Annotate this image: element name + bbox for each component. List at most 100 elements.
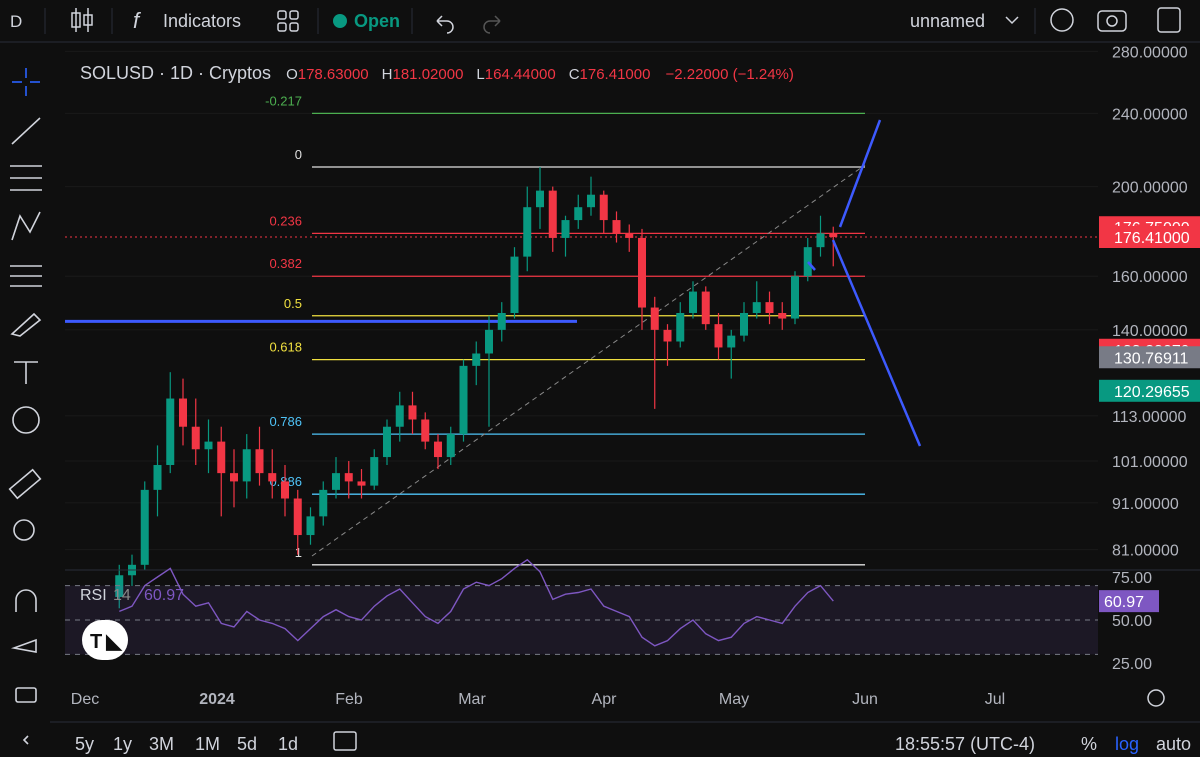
candle-body	[765, 302, 774, 314]
trendline-tool[interactable]	[11, 117, 41, 145]
candle-body	[536, 190, 544, 208]
price-label-bg	[1099, 379, 1200, 402]
candle-body	[510, 256, 519, 314]
settings-button[interactable]	[1147, 689, 1165, 707]
candle-body	[140, 489, 149, 565]
legend-high: 181.02000	[393, 66, 464, 83]
candle-body	[166, 398, 175, 466]
candle-body	[115, 575, 124, 597]
candle-body	[319, 489, 328, 517]
candle-body	[778, 313, 787, 319]
snapshot-button[interactable]	[1097, 10, 1127, 32]
prediction-tool[interactable]	[10, 265, 42, 287]
candle-body	[370, 457, 379, 486]
candle-body	[472, 353, 481, 366]
candle-body	[255, 449, 264, 474]
auto-button[interactable]: auto	[1156, 734, 1191, 754]
undo-button[interactable]	[436, 15, 454, 34]
y-tick-label: 101.00000	[1112, 454, 1188, 471]
candle-body	[625, 233, 634, 238]
candle-body	[574, 207, 583, 221]
candle-body	[816, 233, 825, 248]
log-button[interactable]: log	[1115, 734, 1139, 754]
layout-dropdown[interactable]	[1005, 16, 1019, 25]
text-tool[interactable]	[14, 361, 38, 384]
time-label: 2024	[199, 691, 235, 708]
collapse-button[interactable]	[22, 735, 29, 745]
symbol-button[interactable]: D	[10, 12, 22, 31]
candle-body	[357, 481, 366, 486]
candle-body	[434, 441, 442, 458]
tv-logo-mark: T ◣	[90, 631, 123, 653]
candle-body	[599, 194, 608, 221]
candle-body	[689, 291, 697, 314]
candle-body	[408, 405, 417, 420]
time-label: Feb	[335, 691, 363, 708]
indicators-button[interactable]: Indicators	[163, 11, 241, 31]
candle-body	[242, 449, 251, 482]
fib-tool[interactable]	[10, 165, 42, 191]
price-label: 176.41000	[1114, 230, 1190, 247]
candle-body	[701, 291, 710, 325]
redo-button[interactable]	[483, 15, 501, 34]
legend-close: 176.41000	[580, 66, 651, 83]
fib-trendline	[311, 164, 866, 557]
lock-tool[interactable]	[15, 687, 37, 703]
legend-high-label: H	[382, 66, 393, 83]
indicators-icon[interactable]: f	[133, 8, 142, 33]
status-dot	[333, 14, 347, 28]
y-tick-label: 91.00000	[1112, 496, 1179, 513]
candle-body	[191, 426, 200, 450]
price-label-bg	[1099, 346, 1200, 369]
y-tick-label: 200.00000	[1112, 180, 1188, 197]
rsi-tick-label: 75.00	[1112, 570, 1152, 587]
y-tick-label: 280.00000	[1112, 44, 1188, 61]
candle-body	[344, 473, 353, 482]
time-axis: Dec 2024 Feb Mar Apr May Jun Jul	[71, 691, 1005, 708]
layouts-icon[interactable]	[277, 10, 299, 32]
time-label: May	[719, 691, 749, 708]
layout-name[interactable]: unnamed	[910, 11, 985, 31]
candle-body	[523, 207, 532, 257]
time-label: Dec	[71, 691, 99, 708]
legend-change: −2.22000 (−1.24%)	[665, 66, 793, 83]
draw-mode-tool[interactable]	[10, 638, 37, 653]
emoji-tool[interactable]	[12, 406, 40, 434]
alert-button[interactable]	[1050, 8, 1074, 32]
range-button[interactable]: 3M	[149, 734, 174, 754]
date-range-button[interactable]	[333, 731, 357, 751]
percent-button[interactable]: %	[1081, 734, 1097, 754]
candle-body	[217, 441, 226, 474]
range-button[interactable]: 5d	[237, 734, 257, 754]
pattern-tool[interactable]	[11, 211, 41, 241]
rsi-value-bg	[1099, 590, 1159, 613]
crosshair-tool[interactable]	[12, 68, 40, 96]
zoom-tool[interactable]	[13, 519, 35, 541]
y-tick-label: 81.00000	[1112, 543, 1179, 560]
magnet-tool[interactable]	[15, 589, 37, 612]
range-button[interactable]: 1y	[113, 734, 132, 754]
candle-body	[446, 434, 455, 458]
candle-body	[204, 441, 213, 450]
fib-label: 0	[295, 147, 302, 162]
candle-body	[752, 302, 761, 314]
market-status: Open	[354, 11, 400, 31]
clock[interactable]: 18:55:57 (UTC-4)	[895, 734, 1035, 754]
range-button[interactable]: 1M	[195, 734, 220, 754]
legend-title: SOLUSD · 1D · Cryptos	[80, 63, 271, 83]
legend-open-label: O	[286, 66, 298, 83]
legend: SOLUSD · 1D · Cryptos O178.63000 H181.02…	[80, 63, 794, 83]
range-button[interactable]: 5y	[75, 734, 94, 754]
brush-tool[interactable]	[10, 312, 42, 337]
range-button[interactable]: 1d	[278, 734, 298, 754]
chart-type-icon[interactable]	[71, 8, 93, 32]
y-tick-label: 140.00000	[1112, 323, 1188, 340]
fullscreen-button[interactable]	[1157, 7, 1181, 33]
ruler-tool[interactable]	[8, 468, 42, 500]
candle-body	[485, 329, 493, 354]
candle-body	[587, 194, 595, 208]
rsi-tick-label: 25.00	[1112, 656, 1152, 673]
legend-low-label: L	[476, 66, 484, 83]
candle-body	[179, 398, 187, 427]
candle-body	[612, 220, 621, 234]
